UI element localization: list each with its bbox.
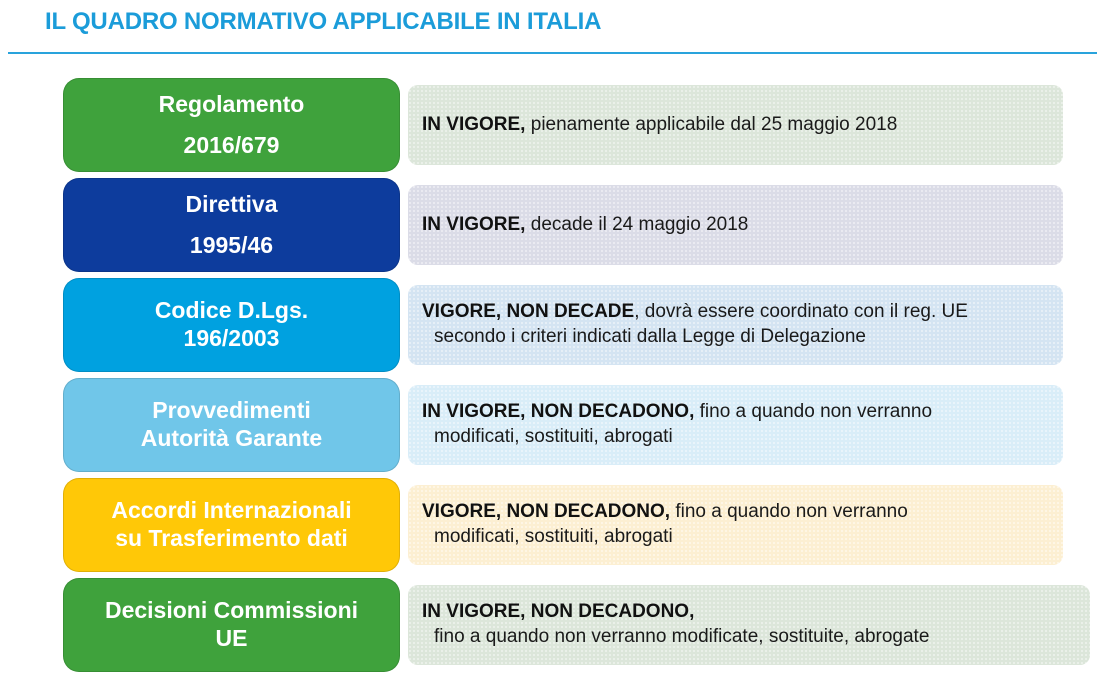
label-box-codice: Codice D.Lgs. 196/2003	[63, 278, 400, 372]
status-line2: fino a quando non verranno modificate, s…	[434, 626, 930, 647]
label-box-direttiva: Direttiva 1995/46	[63, 178, 400, 272]
row-direttiva-1995-46: Direttiva 1995/46 IN VIGORE, decade il 2…	[63, 178, 1105, 272]
status-rest: fino a quando non verranno	[670, 501, 908, 523]
row-codice-dlgs-196-2003: Codice D.Lgs. 196/2003 VIGORE, NON DECAD…	[63, 278, 1105, 372]
status-text: IN VIGORE, NON DECADONO, fino a quando n…	[408, 400, 944, 449]
desc-box-codice: VIGORE, NON DECADE, dovrà essere coordin…	[408, 285, 1063, 365]
status-rest: , dovrà essere coordinato con il reg. UE	[634, 301, 968, 323]
label-line2: Autorità Garante	[140, 425, 323, 451]
label-line2: su Trasferimento dati	[115, 525, 348, 551]
status-line2: modificati, sostituiti, abrogati	[434, 526, 673, 547]
row-accordi-internazionali: Accordi Internazionali su Trasferimento …	[63, 478, 1105, 572]
status-text: IN VIGORE, pienamente applicabile dal 25…	[408, 113, 909, 138]
row-provvedimenti-autorita-garante: Provvedimenti Autorità Garante IN VIGORE…	[63, 378, 1105, 472]
desc-box-provvedimenti: IN VIGORE, NON DECADONO, fino a quando n…	[408, 385, 1063, 465]
status-line2: modificati, sostituiti, abrogati	[434, 426, 673, 447]
desc-box-accordi: VIGORE, NON DECADONO, fino a quando non …	[408, 485, 1063, 565]
normative-rows: Regolamento 2016/679 IN VIGORE, pienamen…	[0, 78, 1105, 672]
status-bold: VIGORE, NON DECADONO,	[422, 501, 671, 523]
label-line2: 1995/46	[189, 231, 274, 258]
status-text: VIGORE, NON DECADONO, fino a quando non …	[408, 500, 920, 549]
page-title: IL QUADRO NORMATIVO APPLICABILE IN ITALI…	[45, 8, 602, 35]
status-text: VIGORE, NON DECADE, dovrà essere coordin…	[408, 300, 980, 349]
label-line1: Decisioni Commissioni	[104, 597, 359, 624]
label-line2: UE	[215, 625, 248, 651]
status-rest: fino a quando non verranno	[694, 401, 933, 423]
label-line1: Direttiva	[185, 190, 278, 217]
desc-box-decisioni: IN VIGORE, NON DECADONO, fino a quando no…	[408, 585, 1090, 665]
label-line2: 2016/679	[183, 131, 280, 158]
label-line2: 196/2003	[183, 325, 280, 351]
label-box-provvedimenti: Provvedimenti Autorità Garante	[63, 378, 400, 472]
label-box-regolamento: Regolamento 2016/679	[63, 78, 400, 172]
status-text: IN VIGORE, NON DECADONO, fino a quando no…	[408, 600, 941, 649]
status-rest: decade il 24 maggio 2018	[525, 213, 749, 235]
status-bold: IN VIGORE,	[422, 113, 526, 135]
label-line1: Provvedimenti	[152, 397, 311, 424]
row-decisioni-commissioni-ue: Decisioni Commissioni UE IN VIGORE, NON …	[63, 578, 1105, 672]
row-regolamento-2016-679: Regolamento 2016/679 IN VIGORE, pienamen…	[63, 78, 1105, 172]
desc-box-direttiva: IN VIGORE, decade il 24 maggio 2018	[408, 185, 1063, 265]
title-divider	[8, 52, 1097, 54]
label-box-accordi: Accordi Internazionali su Trasferimento …	[63, 478, 400, 572]
status-text: IN VIGORE, decade il 24 maggio 2018	[408, 213, 760, 238]
label-box-decisioni: Decisioni Commissioni UE	[63, 578, 400, 672]
label-line1: Regolamento	[158, 90, 305, 117]
status-bold: IN VIGORE,	[422, 213, 526, 235]
status-line2: secondo i criteri indicati dalla Legge d…	[434, 326, 866, 347]
status-bold: IN VIGORE, NON DECADONO,	[422, 601, 695, 623]
status-bold: VIGORE, NON DECADE	[422, 301, 635, 323]
status-rest: pienamente applicabile dal 25 maggio 201…	[525, 113, 898, 135]
label-line1: Codice D.Lgs.	[154, 297, 309, 324]
status-bold: IN VIGORE, NON DECADONO,	[422, 401, 695, 423]
desc-box-regolamento: IN VIGORE, pienamente applicabile dal 25…	[408, 85, 1063, 165]
label-line1: Accordi Internazionali	[111, 497, 352, 524]
